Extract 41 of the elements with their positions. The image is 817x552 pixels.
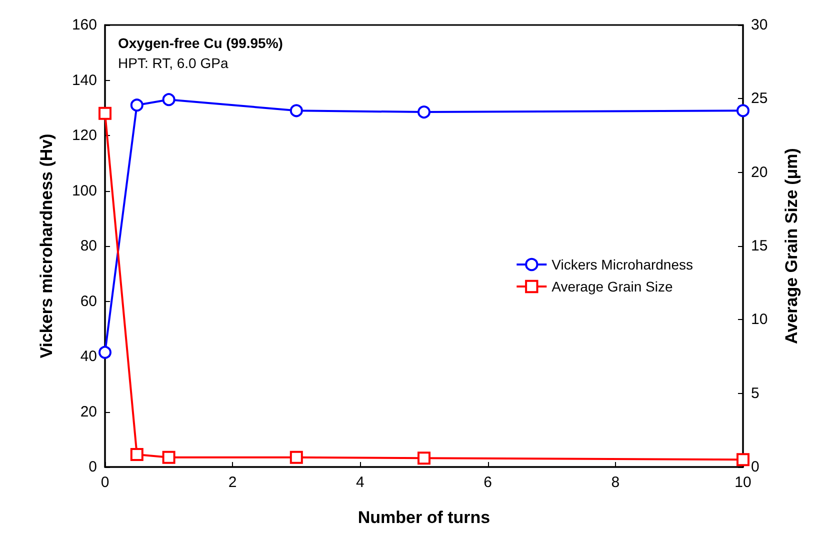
point — [418, 106, 430, 119]
point — [162, 450, 176, 464]
y2-tick-label: 0 — [751, 458, 760, 476]
y2-tick-label: 10 — [751, 311, 768, 328]
y2-axis-title: Average Grain Size (μm) — [782, 148, 801, 344]
y2-tick-label: 30 — [751, 16, 768, 34]
x-tick-label: 8 — [611, 474, 620, 491]
y-tick-label: 60 — [80, 292, 97, 310]
y2-tick-label: 25 — [751, 90, 768, 108]
y-tick-label: 0 — [88, 458, 97, 476]
point — [130, 98, 144, 112]
annotation: HPT: RT, 6.0 GPa — [118, 55, 228, 71]
y-tick-label: 120 — [72, 127, 97, 144]
legend-label: Average Grain Size — [552, 278, 674, 294]
y-tick-label: 160 — [72, 16, 97, 34]
x-tick-label: 4 — [356, 474, 364, 491]
point — [290, 450, 303, 464]
point — [736, 453, 750, 466]
y2-tick-label: 5 — [751, 384, 760, 402]
y2-tick-label: 15 — [751, 238, 768, 254]
x-tick-label: 10 — [734, 474, 752, 491]
x-tick-label: 0 — [100, 474, 110, 491]
y-tick-label: 100 — [72, 182, 97, 200]
x-tick-label: 6 — [484, 474, 492, 491]
x-axis-title: Number of turns — [358, 508, 490, 527]
y-tick-label: 20 — [80, 403, 97, 420]
point — [98, 106, 112, 120]
y-tick-label: 140 — [72, 72, 97, 89]
point — [162, 93, 176, 106]
y2-tick-label: 20 — [751, 164, 768, 181]
point — [130, 448, 144, 461]
point — [290, 104, 303, 118]
point — [418, 452, 430, 465]
point — [98, 346, 112, 359]
y-axis-title: Vickers microhardness (Hv) — [37, 134, 56, 358]
legend-label: Vickers Microhardness — [552, 256, 694, 272]
y-tick-label: 80 — [80, 238, 97, 254]
x-tick-label: 2 — [228, 474, 237, 491]
y-tick-label: 40 — [80, 348, 97, 365]
annotation: Oxygen-free Cu (99.95%) — [118, 35, 283, 51]
point — [736, 104, 750, 118]
